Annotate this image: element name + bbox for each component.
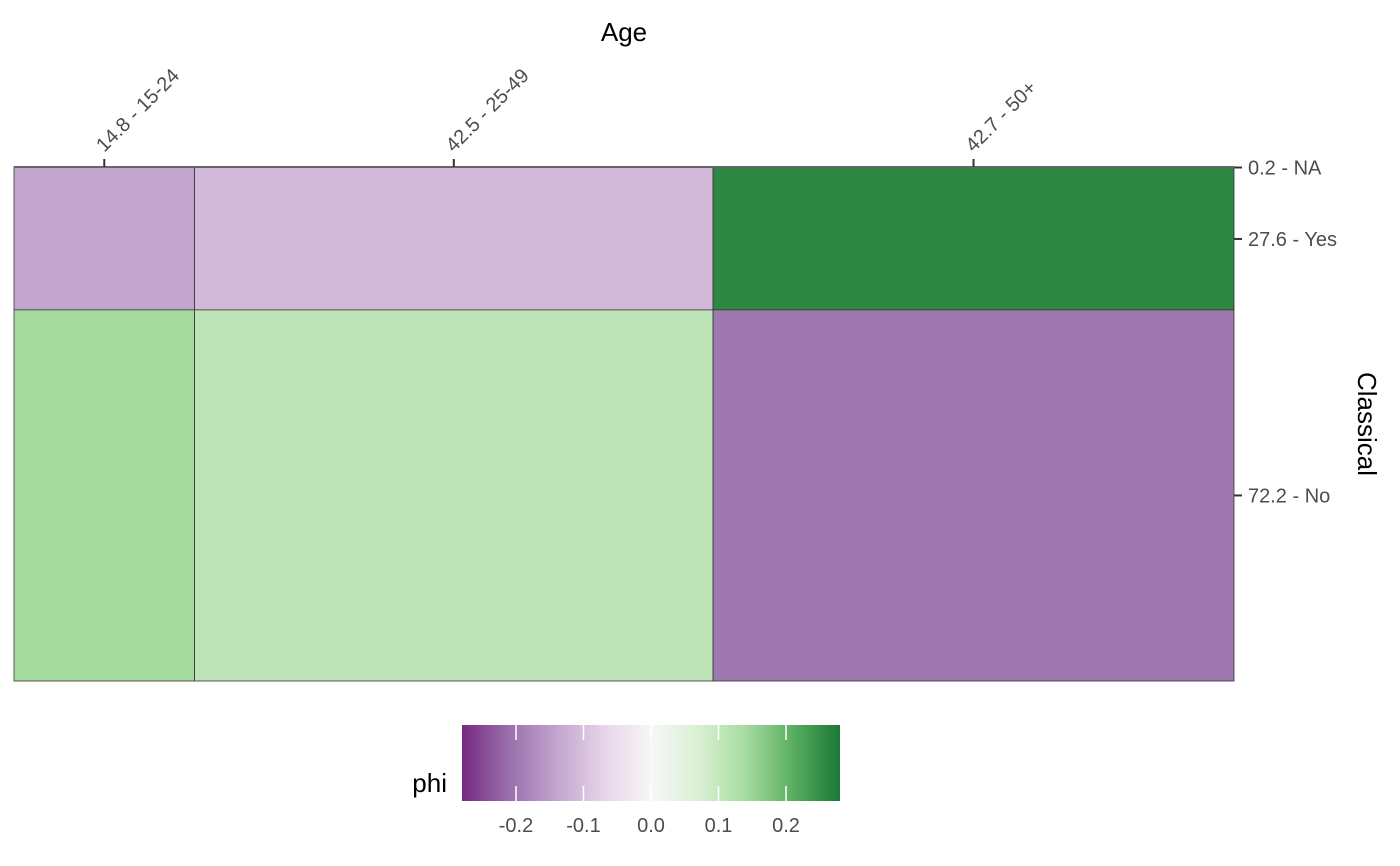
x-tick-label: 42.7 - 50+ [962, 77, 1042, 157]
x-tick-label: 42.5 - 25-49 [442, 65, 534, 157]
y-tick-label: 27.6 - Yes [1248, 229, 1337, 251]
colorbar-tick-label: 0.0 [637, 815, 665, 837]
colorbar-tick-label: 0.2 [772, 815, 800, 837]
x-axis-title: Age [601, 17, 647, 47]
y-tick-label: 0.2 - NA [1248, 158, 1322, 180]
colorbar-legend: phi -0.2 -0.1 0.0 0.1 0.2 [412, 725, 840, 837]
x-tick-label: 14.8 - 15-24 [92, 65, 184, 157]
heatmap-cell [712, 166, 1235, 311]
heatmap-cell [13, 309, 195, 682]
legend-title: phi [412, 768, 447, 798]
colorbar-tick-label: -0.1 [566, 815, 600, 837]
y-tick-label: 72.2 - No [1248, 485, 1330, 507]
y-axis-title: Classical [1352, 372, 1382, 476]
colorbar-tick-label: -0.2 [499, 815, 533, 837]
colorbar-tick-label: 0.1 [705, 815, 733, 837]
x-axis-top: 14.8 - 15-24 42.5 - 25-49 42.7 - 50+ [92, 65, 1041, 167]
y-axis-right: 0.2 - NA 27.6 - Yes 72.2 - No [1234, 158, 1337, 507]
heatmap-cell [712, 309, 1235, 682]
heatmap-cells [13, 166, 1235, 682]
heatmap-cell [13, 166, 195, 311]
heatmap-cell [194, 309, 714, 682]
heatmap-cell [194, 166, 714, 311]
